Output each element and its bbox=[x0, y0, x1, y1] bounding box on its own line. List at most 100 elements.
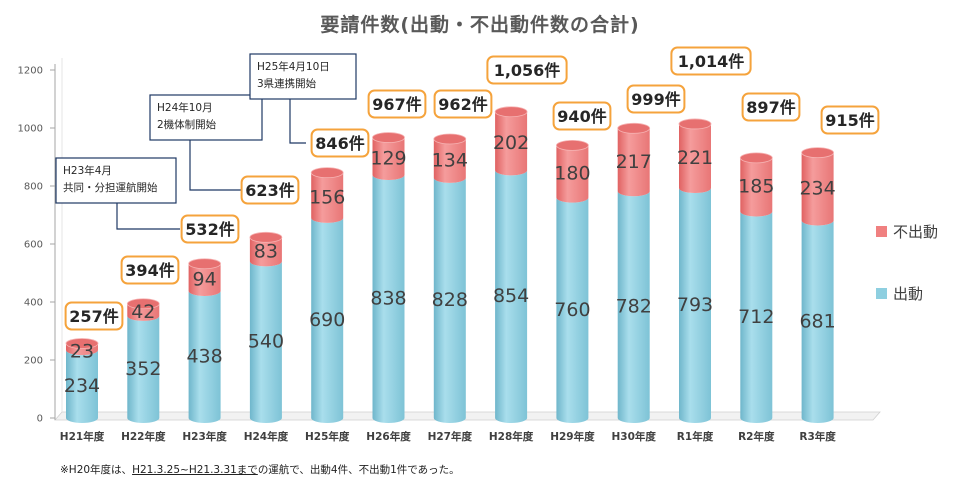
value-label-出動: 681 bbox=[799, 310, 835, 332]
total-callout-box bbox=[120, 255, 180, 285]
milestone-annotation: H25年4月10日 3県連携開始 bbox=[249, 53, 357, 144]
total-callout: 257件 bbox=[64, 301, 124, 331]
x-category-label: H27年度 bbox=[428, 430, 473, 443]
total-label: 897件 bbox=[746, 98, 795, 117]
bar-group: 540 83 bbox=[248, 231, 284, 423]
annotation-box bbox=[149, 94, 263, 141]
bar-top-cap bbox=[678, 118, 712, 130]
value-label-出動: 438 bbox=[186, 345, 222, 367]
total-label: 940件 bbox=[557, 107, 606, 126]
value-label-不出動: 217 bbox=[616, 151, 652, 173]
bar-group: 234 23 bbox=[64, 338, 100, 423]
legend-swatch bbox=[876, 226, 887, 237]
chart-title: 要請件数(出動・不出動件数の合計) bbox=[320, 14, 640, 36]
bar-top-cap bbox=[372, 132, 405, 143]
total-callout-box bbox=[626, 84, 686, 114]
bar-top-cap bbox=[617, 122, 651, 134]
total-callout-box bbox=[240, 175, 300, 205]
bar-top-cap bbox=[310, 167, 344, 179]
total-callout: 846件 bbox=[310, 128, 370, 158]
total-callout-box bbox=[741, 92, 801, 122]
bar-segment-不出動 bbox=[66, 343, 98, 356]
footnote-suffix: の運航で、出動4件、不出動1件であった。 bbox=[257, 464, 460, 476]
total-label: 915件 bbox=[825, 111, 874, 130]
total-label: 394件 bbox=[125, 261, 174, 280]
bar-segment-出動 bbox=[801, 220, 834, 423]
bar-group: 782 217 bbox=[616, 122, 652, 423]
total-callout: 940件 bbox=[552, 101, 612, 131]
annotation-text: H25年4月10日 bbox=[257, 60, 330, 73]
bar-segment-出動 bbox=[66, 350, 98, 423]
y-tick-label: 1200 bbox=[18, 66, 43, 77]
bar-segment-不出動 bbox=[617, 128, 650, 197]
bar-segment-出動 bbox=[740, 211, 773, 423]
y-tick-label: 1000 bbox=[18, 124, 43, 135]
bar-group: 690 156 bbox=[309, 167, 345, 423]
bar-segment-出動 bbox=[311, 217, 344, 423]
bar-top-cap bbox=[801, 147, 834, 159]
bar-segment-不出動 bbox=[740, 157, 773, 217]
total-label: 967件 bbox=[372, 95, 421, 114]
value-label-不出動: 180 bbox=[554, 163, 590, 185]
total-callout: 394件 bbox=[120, 255, 180, 285]
bar-top-cap bbox=[249, 231, 283, 243]
total-callout-box bbox=[433, 89, 493, 119]
bar-group: 712 185 bbox=[738, 152, 774, 423]
bar-segment-不出動 bbox=[433, 139, 466, 183]
value-label-出動: 828 bbox=[432, 289, 468, 311]
x-category-label: H28年度 bbox=[489, 430, 534, 443]
bars-layer: 234 23 352 42 438 94 540 83 690 156 838 129 828 134 85… bbox=[64, 106, 836, 423]
bar-segment-出動 bbox=[495, 170, 528, 423]
value-label-不出動: 134 bbox=[432, 149, 468, 171]
total-callout: 915件 bbox=[820, 105, 880, 135]
footnote-prefix: ※H20年度は、 bbox=[60, 464, 133, 476]
x-category-label: R1年度 bbox=[677, 430, 714, 443]
bar-segment-不出動 bbox=[127, 303, 160, 321]
annotation-leader-line bbox=[116, 203, 180, 230]
value-label-出動: 854 bbox=[493, 285, 529, 307]
total-label: 1,056件 bbox=[494, 61, 561, 80]
legend-swatch bbox=[876, 288, 887, 299]
x-category-label: R3年度 bbox=[799, 430, 836, 443]
value-label-出動: 234 bbox=[64, 375, 100, 397]
annotation-leader-line bbox=[289, 99, 306, 144]
annotation-text: H24年10月 bbox=[157, 101, 213, 114]
total-callout: 623件 bbox=[240, 175, 300, 205]
value-label-出動: 352 bbox=[125, 358, 161, 380]
x-axis-labels: H21年度 H22年度 H23年度 H24年度 H25年度 H26年度 H27年度 H28年度… bbox=[60, 430, 836, 443]
annotation-box bbox=[249, 53, 357, 100]
bar-top-cap bbox=[739, 152, 773, 164]
x-category-label: H29年度 bbox=[550, 430, 595, 443]
y-tick-label: 0 bbox=[37, 414, 43, 425]
annotation-text: H23年4月 bbox=[63, 164, 112, 177]
total-label: 1,014件 bbox=[678, 52, 745, 71]
x-category-label: H26年度 bbox=[366, 430, 411, 443]
x-category-label: H21年度 bbox=[60, 430, 105, 443]
stacked-bar-chart: 0 200 400 600 800 1000 1200 234 23 352 42 438 94 540… bbox=[18, 46, 938, 443]
y-axis: 0 200 400 600 800 1000 1200 bbox=[18, 64, 56, 425]
y-tick-label: 200 bbox=[24, 356, 43, 367]
bar-group: 854 202 bbox=[493, 106, 529, 423]
value-label-出動: 782 bbox=[616, 296, 652, 318]
bar-group: 438 94 bbox=[186, 258, 223, 423]
bar-segment-不出動 bbox=[801, 152, 834, 226]
bar-group: 681 234 bbox=[799, 147, 836, 423]
bar-top-cap bbox=[65, 338, 99, 349]
bar-segment-出動 bbox=[127, 315, 160, 423]
value-label-出動: 540 bbox=[248, 331, 284, 353]
bar-top-cap bbox=[433, 133, 467, 145]
total-callout-box bbox=[820, 105, 880, 135]
value-label-出動: 838 bbox=[370, 287, 406, 309]
bar-segment-出動 bbox=[372, 174, 405, 423]
annotation-leader-line bbox=[189, 140, 243, 191]
value-label-不出動: 185 bbox=[738, 176, 774, 198]
value-label-出動: 690 bbox=[309, 309, 345, 331]
total-callout: 999件 bbox=[626, 84, 686, 114]
bar-group: 828 134 bbox=[432, 133, 468, 423]
bar-group: 760 180 bbox=[554, 139, 591, 423]
y-tick-label: 600 bbox=[24, 240, 43, 251]
total-callout: 897件 bbox=[741, 92, 801, 122]
bar-segment-不出動 bbox=[556, 145, 589, 203]
